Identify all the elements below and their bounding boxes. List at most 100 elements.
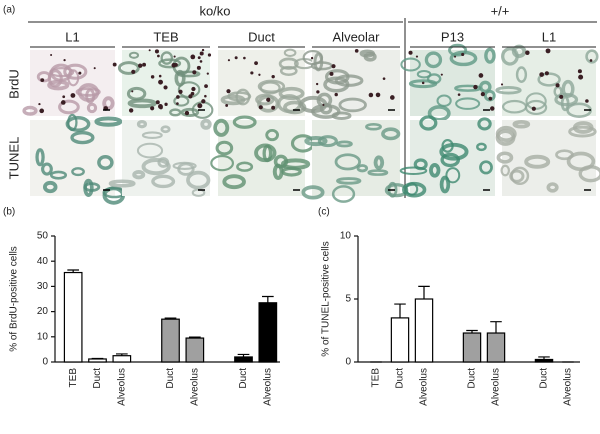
tissue — [173, 95, 190, 107]
tissue — [75, 87, 101, 97]
nucleus — [250, 71, 254, 75]
nucleus — [254, 61, 258, 66]
error-bar — [466, 329, 478, 334]
error-bar — [115, 353, 128, 356]
tissue — [58, 99, 80, 115]
nucleus — [38, 102, 41, 106]
tissue — [86, 102, 98, 114]
tissue — [313, 52, 324, 72]
nucleus — [271, 74, 275, 79]
error-bar — [261, 295, 274, 303]
nucleus — [559, 94, 564, 99]
nucleus — [142, 62, 147, 67]
tissue — [186, 170, 211, 190]
nucleus — [243, 56, 246, 60]
nucleus — [539, 72, 545, 77]
nucleus — [163, 85, 168, 90]
nucleus — [234, 56, 238, 60]
y-tick-label: 10 — [37, 331, 49, 342]
tissue — [439, 142, 469, 161]
nucleus — [331, 64, 336, 69]
nucleus — [112, 62, 117, 67]
tissue — [259, 81, 281, 95]
nucleus — [421, 81, 425, 85]
nucleus — [454, 55, 457, 58]
nucleus — [577, 69, 582, 74]
x-tick-label: Duct — [165, 368, 176, 389]
nucleus — [78, 71, 82, 75]
error-bar — [67, 269, 80, 273]
x-tick-label: Alveolus — [491, 368, 502, 406]
y-tick-label: 20 — [37, 306, 49, 317]
nucleus — [368, 92, 374, 98]
column-label: L1 — [542, 29, 556, 44]
nucleus — [525, 50, 530, 55]
error-bar — [394, 303, 406, 318]
tissue — [265, 128, 279, 142]
tissue — [424, 51, 443, 69]
nucleus — [480, 92, 485, 97]
error-bar — [490, 321, 502, 334]
tissue — [63, 63, 88, 80]
row-label: TUNEL — [6, 137, 21, 180]
tissue — [255, 93, 275, 106]
tissue — [555, 149, 574, 161]
nucleus — [589, 59, 593, 62]
error-bar — [164, 317, 177, 320]
panel-label: (b) — [3, 207, 15, 218]
nucleus — [322, 103, 325, 106]
tissue — [455, 97, 481, 110]
tissue — [200, 118, 212, 130]
tissue — [512, 119, 531, 129]
tissue — [515, 66, 528, 83]
nucleus — [334, 92, 338, 97]
tissue — [476, 142, 487, 152]
nucleus — [191, 86, 196, 92]
tissue — [477, 117, 492, 131]
nucleus — [192, 70, 197, 75]
tissue — [304, 135, 328, 147]
tissue — [484, 47, 496, 64]
tissue — [525, 92, 547, 110]
tissue — [278, 57, 299, 70]
nucleus — [158, 79, 163, 85]
tissue — [283, 48, 297, 58]
column-label: TEB — [153, 29, 178, 44]
nucleus — [159, 105, 163, 110]
nucleus — [138, 63, 143, 68]
tissue — [524, 99, 548, 116]
nucleus — [375, 92, 381, 98]
x-tick-label: Alveolus — [419, 368, 430, 406]
tissue — [232, 115, 257, 129]
tissue — [36, 71, 52, 83]
tissue — [102, 96, 115, 111]
nucleus — [204, 84, 208, 89]
x-tick-label: Duct — [92, 368, 103, 389]
y-tick-label: 5 — [345, 294, 351, 305]
nucleus — [70, 93, 76, 98]
tissue — [560, 95, 570, 112]
nucleus — [354, 49, 359, 53]
nucleus — [266, 97, 271, 102]
tissue — [169, 108, 182, 117]
tissue — [436, 94, 452, 107]
error-bar — [91, 357, 104, 360]
nucleus — [258, 73, 261, 76]
tissue — [257, 79, 286, 94]
x-tick-label: TEB — [68, 368, 79, 388]
tissue — [83, 182, 101, 192]
nucleus — [154, 49, 159, 54]
tissue — [568, 125, 597, 138]
y-axis-label: % of TUNEL-positive cells — [321, 241, 332, 356]
tissue — [117, 61, 140, 75]
x-tick-label: Alveolus — [563, 368, 574, 406]
tissue — [160, 51, 174, 65]
nucleus — [225, 104, 229, 107]
tissue — [254, 143, 277, 163]
bar — [414, 298, 434, 363]
tissue — [331, 185, 356, 203]
tissue — [408, 79, 438, 89]
nucleus — [204, 94, 207, 98]
nucleus — [408, 50, 413, 55]
bar — [185, 337, 205, 363]
